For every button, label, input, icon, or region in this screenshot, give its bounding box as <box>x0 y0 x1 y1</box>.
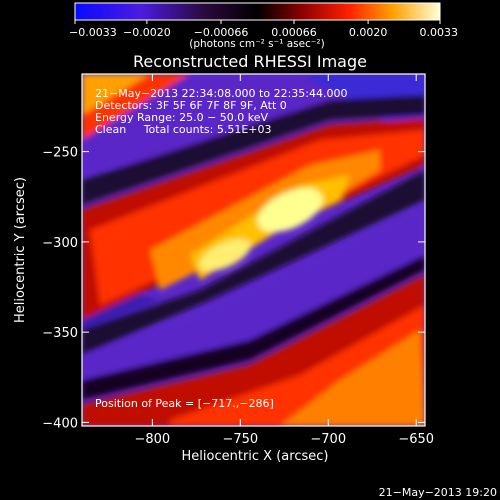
colorbar-ticks: −0.0033 −0.0020 −0.00066 0.00066 0.0020 0.003… <box>69 20 458 39</box>
x-tick-label: −650 <box>398 432 434 447</box>
colorbar-tick-label: 0.00066 <box>271 26 317 39</box>
x-tick-label: −750 <box>222 432 258 447</box>
y-axis-label: Heliocentric Y (arcsec) <box>13 177 28 323</box>
colorbar <box>74 2 441 21</box>
colorbar-tick-label: 0.0020 <box>349 26 388 39</box>
heatmap-image <box>82 74 425 426</box>
x-axis-label: Heliocentric X (arcsec) <box>182 449 329 464</box>
chart-title: Reconstructed RHESSI Image <box>133 52 367 71</box>
y-tick-label: −300 <box>42 236 78 251</box>
x-tick-label: −700 <box>310 432 346 447</box>
colorbar-tick-label: −0.0033 <box>69 26 117 39</box>
plot-frame <box>81 73 426 427</box>
info-total-counts: Clean Total counts: 5.51E+03 <box>95 123 272 136</box>
colorbar-unit-label: (photons cm⁻² s⁻¹ asec⁻²) <box>189 38 324 50</box>
y-axis-ticks: −250 −300 −350 −400 <box>42 146 425 431</box>
info-detectors: Detectors: 3F 5F 6F 7F 8F 9F, Att 0 <box>95 99 287 112</box>
info-text: 21−May−2013 22:34:08.000 to 22:35:44.000… <box>95 87 348 136</box>
x-tick-label: −800 <box>134 432 170 447</box>
y-tick-label: −400 <box>42 416 78 431</box>
colorbar-tick-label: 0.0033 <box>420 26 459 39</box>
colorbar-tick-label: −0.0020 <box>123 26 171 39</box>
x-axis-ticks: −800 −750 −700 −650 <box>134 74 434 447</box>
footer-timestamp: 21−May−2013 19:20 <box>379 486 497 499</box>
colorbar-tick-label: −0.00066 <box>194 26 249 39</box>
info-energy-range: Energy Range: 25.0 − 50.0 keV <box>95 111 269 124</box>
info-time-range: 21−May−2013 22:34:08.000 to 22:35:44.000 <box>95 87 348 100</box>
y-tick-label: −350 <box>42 326 78 341</box>
y-tick-label: −250 <box>42 146 78 161</box>
peak-position-label: Position of Peak = [−717.,−286] <box>95 397 274 410</box>
